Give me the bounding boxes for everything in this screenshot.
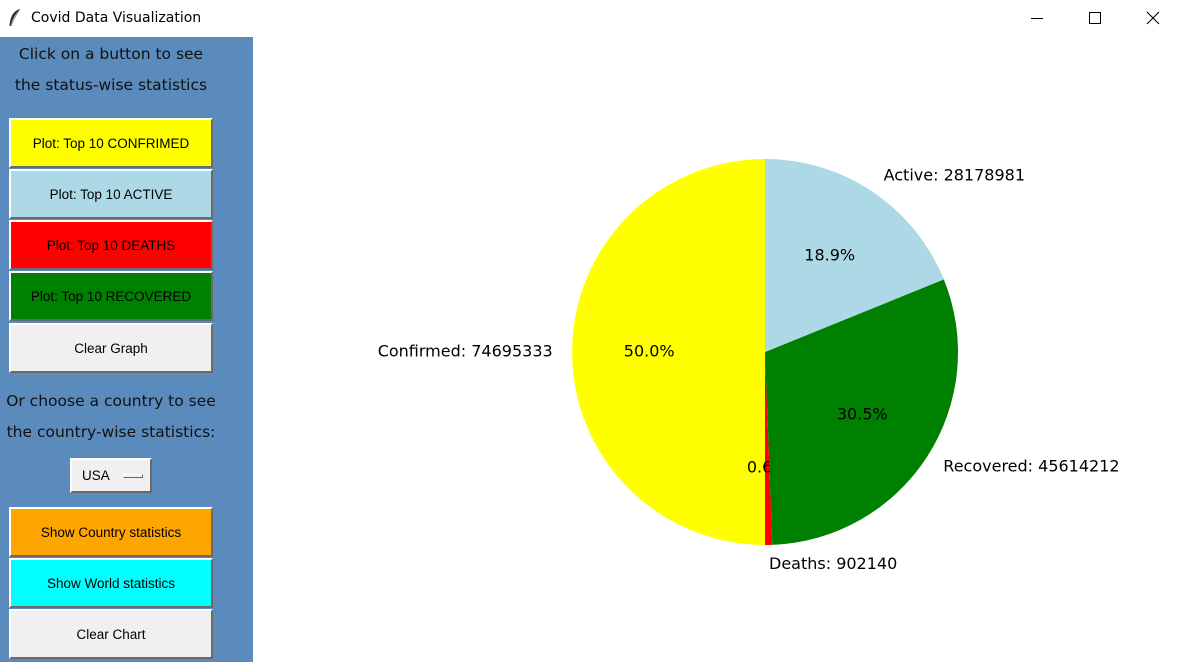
minimize-icon [1031, 18, 1043, 19]
plot-recovered-button[interactable]: Plot: Top 10 RECOVERED [9, 271, 213, 321]
pie-slice [572, 159, 765, 545]
minimize-button[interactable] [1008, 0, 1066, 36]
chart-area: Confirmed: 74695333 50.0% Deaths: 902140 0.… [253, 37, 1183, 662]
window-title: Covid Data Visualization [31, 10, 202, 26]
instruction-line: Click on a button to see [18, 45, 204, 63]
plot-confirmed-button[interactable]: Plot: Top 10 CONFRIMED [9, 118, 213, 168]
close-icon [1146, 11, 1160, 25]
maximize-button[interactable] [1066, 0, 1124, 36]
pie-slice [765, 352, 773, 545]
instruction-line: the status-wise statistics [14, 76, 208, 94]
country-select-value: USA [82, 468, 110, 483]
plot-deaths-button[interactable]: Plot: Top 10 DEATHS [9, 220, 213, 270]
slice-percentage: 30.5% [837, 404, 888, 423]
status-instructions: Click on a button to see the status-wise… [0, 39, 222, 101]
feather-icon [9, 8, 21, 27]
plot-active-button[interactable]: Plot: Top 10 ACTIVE [9, 169, 213, 219]
pie-slice [765, 279, 959, 545]
show-country-statistics-button[interactable]: Show Country statistics [9, 507, 213, 557]
show-world-statistics-button[interactable]: Show World statistics [9, 558, 213, 608]
country-instructions: Or choose a country to see the country-w… [0, 386, 222, 448]
maximize-icon [1089, 12, 1101, 24]
slice-label: Confirmed: 74695333 [378, 342, 553, 361]
country-select[interactable]: USA [70, 458, 152, 493]
slice-label: Recovered: 45614212 [943, 457, 1119, 476]
slice-percentage: 18.9% [804, 245, 855, 264]
close-button[interactable] [1124, 0, 1182, 36]
sidebar: Click on a button to see the status-wise… [0, 37, 253, 662]
option-menu-indicator-icon [123, 474, 143, 478]
slice-label: Active: 28178981 [884, 165, 1025, 184]
instruction-line: the country-wise statistics: [6, 423, 216, 441]
slice-percentage: 50.0% [624, 342, 675, 361]
clear-graph-button[interactable]: Clear Graph [9, 323, 213, 373]
title-bar: Covid Data Visualization [0, 0, 1183, 37]
instruction-line: Or choose a country to see [6, 392, 216, 410]
clear-chart-button[interactable]: Clear Chart [9, 609, 213, 659]
pie-slice [765, 159, 944, 352]
pie-chart: Confirmed: 74695333 50.0%Deaths: 9021400.… [378, 159, 1120, 573]
slice-label: Deaths: 902140 [769, 554, 897, 573]
